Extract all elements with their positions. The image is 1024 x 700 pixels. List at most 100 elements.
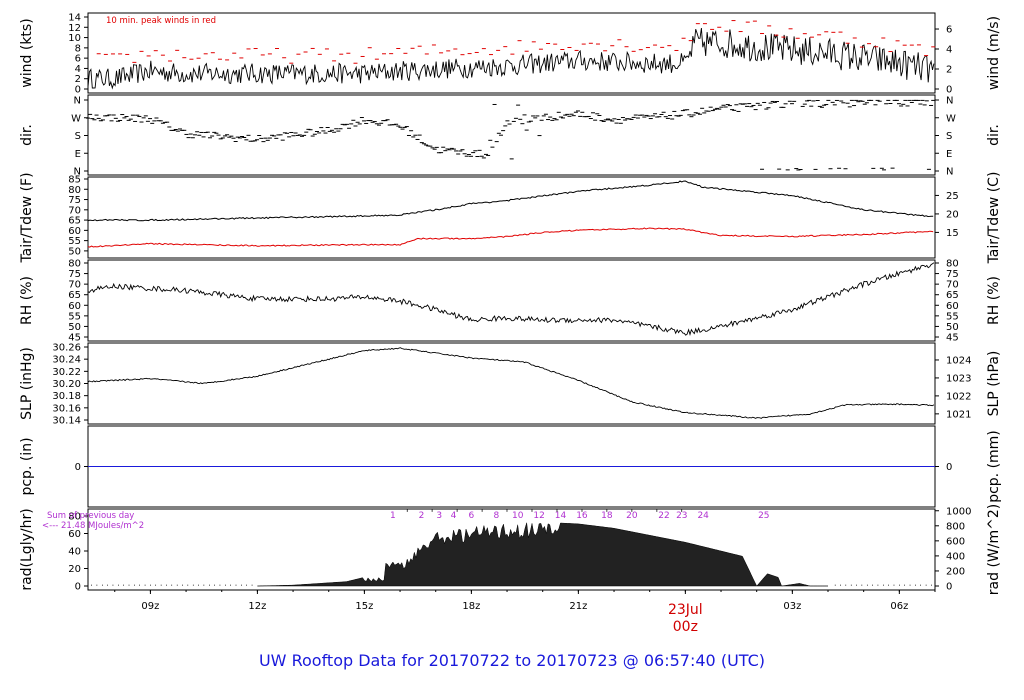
slp-right-label: SLP (hPa) [986, 351, 1002, 417]
wind-left-tick-label: 12 [68, 23, 81, 34]
wind-frame [87, 12, 936, 94]
rad-marker-dot: ' [656, 509, 658, 519]
rad-marker: 6 [469, 511, 475, 521]
x-date-label: 23Jul [668, 602, 703, 618]
slp-left-tick-label: 30.26 [52, 343, 81, 354]
rh-right-tick-label: 75 [946, 269, 959, 280]
dir-right-tick-label: E [946, 149, 952, 160]
wind-left-tick-label: 10 [68, 33, 81, 44]
rh-left-tick-label: 65 [68, 290, 81, 301]
rh-left-tick-label: 55 [68, 311, 81, 322]
rad-marker-dot: ' [606, 509, 608, 519]
rh-left-tick-label: 80 [68, 259, 81, 270]
temp-right-label: Tair/Tdew (C) [986, 172, 1002, 265]
rad-right-tick-label: 600 [946, 536, 965, 547]
rad-marker: 23 [676, 511, 687, 521]
rad-left-tick-label: 60 [68, 529, 81, 540]
rad-right-tick-label: 400 [946, 551, 965, 562]
slp-left-label: SLP (inHg) [19, 347, 35, 420]
rh-left-label: RH (%) [19, 276, 35, 325]
x-tick-label: 21z [569, 601, 587, 612]
rad-left-tick-label: 80 [68, 512, 81, 523]
rad-series-area [257, 522, 829, 587]
rh-right-tick-label: 65 [946, 290, 959, 301]
dir-left-tick-label: N [74, 167, 81, 178]
wind-left-tick-label: 0 [75, 85, 81, 96]
wind-right-tick-label: 6 [946, 25, 952, 36]
rh-right-label: RH (%) [986, 276, 1002, 325]
rad-right-tick-label: 800 [946, 521, 965, 532]
temp-frame [87, 176, 936, 259]
dir-left-label: dir. [19, 124, 35, 146]
rad-marker: 22 [658, 511, 669, 521]
rad-marker-dot: ' [406, 509, 408, 519]
dir-left-tick-label: S [75, 131, 81, 142]
rad-frame [87, 508, 936, 591]
rad-right-tick-label: 0 [946, 582, 952, 593]
slp-right-tick-label: 1024 [946, 355, 971, 366]
rad-marker-dot: ' [531, 509, 533, 519]
dir-right-tick-label: N [946, 96, 953, 107]
dir-right-tick-label: N [946, 167, 953, 178]
pcp-left-tick-label: 0 [75, 462, 81, 473]
temp-left-tick-label: 55 [68, 236, 81, 247]
temp-left-tick-label: 85 [68, 175, 81, 186]
rad-marker: 24 [697, 511, 709, 521]
rad-marker: 14 [555, 511, 567, 521]
slp-right-tick-label: 1022 [946, 391, 971, 402]
slp-left-tick-label: 30.24 [52, 355, 81, 366]
wind-note: 10 min. peak winds in red [106, 16, 216, 26]
rad-marker: 2 [419, 511, 425, 521]
temp-left-label: Tair/Tdew (F) [19, 172, 35, 263]
x-tick-label: 15z [355, 601, 373, 612]
slp-right-tick-label: 1021 [946, 409, 971, 420]
dir-right-tick-label: W [946, 113, 956, 124]
dir-right-label: dir. [986, 124, 1002, 146]
rad-left-tick-label: 20 [68, 564, 81, 575]
wind-right-tick-label: 2 [946, 65, 952, 76]
temp-left-tick-label: 80 [68, 185, 81, 196]
rad-marker: 10 [512, 511, 524, 521]
rad-marker: 18 [601, 511, 613, 521]
wind-right-label: wind (m/s) [986, 16, 1002, 90]
dir-frame [87, 94, 936, 176]
rad-note-1: Sum of previous day [47, 511, 134, 521]
rad-marker: 4 [451, 511, 457, 521]
rad-right-label: rad (W/m^2) [986, 504, 1002, 595]
x-tick-label: 09z [141, 601, 159, 612]
wind-right-tick-label: 0 [946, 85, 952, 96]
wind-left-tick-label: 14 [68, 13, 81, 24]
wind-right-tick-label: 4 [946, 45, 952, 56]
slp-left-tick-label: 30.22 [52, 367, 81, 378]
dir-left-tick-label: W [71, 113, 81, 124]
slp-left-tick-label: 30.18 [52, 391, 81, 402]
x-tick-label: 06z [890, 601, 908, 612]
rad-marker-dot: ' [631, 509, 633, 519]
rad-marker: 16 [576, 511, 588, 521]
x-tick-label: 03z [783, 601, 801, 612]
slp-left-tick-label: 30.16 [52, 403, 81, 414]
wind-left-tick-label: 2 [75, 74, 81, 85]
rad-marker: 12 [533, 511, 544, 521]
rad-right-tick-label: 1000 [946, 506, 971, 517]
dir-left-tick-label: N [74, 96, 81, 107]
rad-marker: 1 [390, 511, 396, 521]
temp-left-tick-label: 70 [68, 205, 81, 216]
rad-left-tick-label: 0 [75, 582, 81, 593]
rh-right-tick-label: 55 [946, 311, 959, 322]
rad-marker-dot: ' [431, 509, 433, 519]
chart-title: UW Rooftop Data for 20170722 to 20170723… [259, 651, 765, 670]
temp-right-tick-label: 15 [946, 228, 959, 239]
wind-left-label: wind (kts) [19, 18, 35, 87]
rh-series-line [87, 262, 935, 336]
temp-left-tick-label: 65 [68, 216, 81, 227]
pcp-left-label: pcp. (in) [19, 437, 35, 495]
rh-right-tick-label: 60 [946, 301, 959, 312]
temp-right-tick-label: 20 [946, 209, 959, 220]
tair-series-line [87, 180, 934, 222]
pcp-right-tick-label: 0 [946, 462, 952, 473]
rh-left-tick-label: 70 [68, 280, 81, 291]
rh-left-tick-label: 60 [68, 301, 81, 312]
slp-left-tick-label: 30.14 [52, 416, 81, 427]
